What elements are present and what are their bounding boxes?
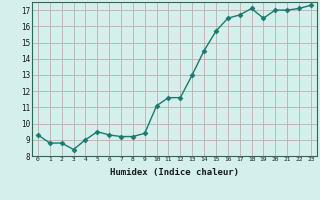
X-axis label: Humidex (Indice chaleur): Humidex (Indice chaleur) — [110, 168, 239, 177]
